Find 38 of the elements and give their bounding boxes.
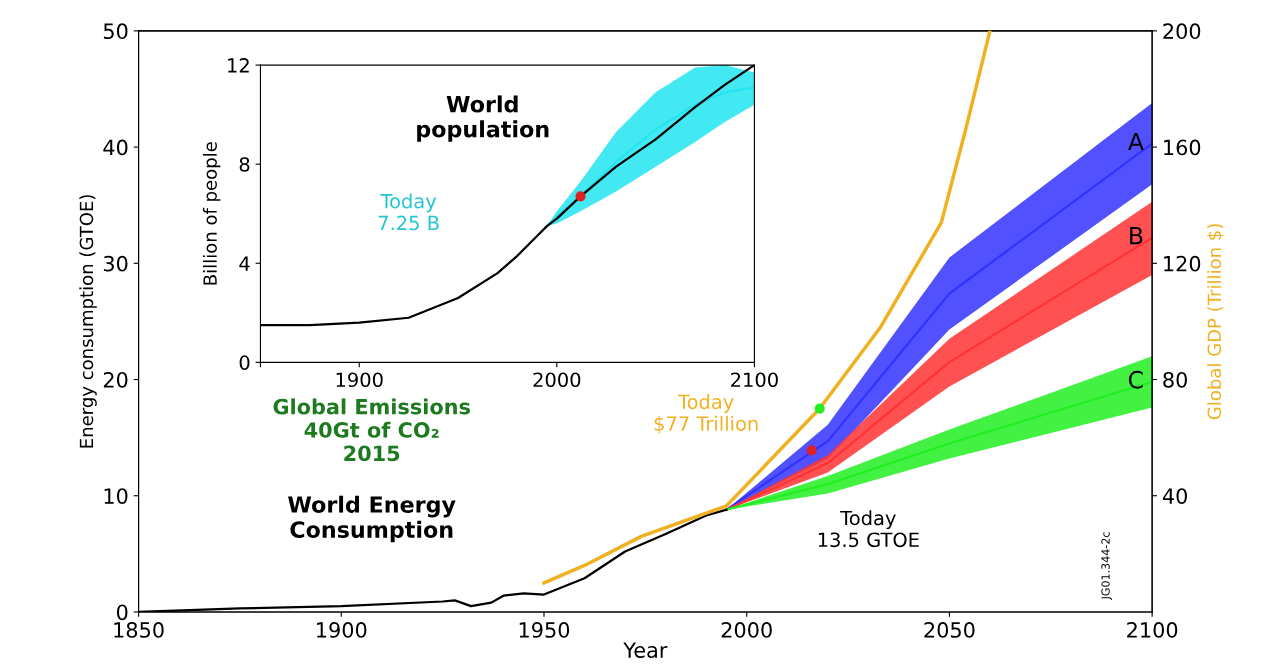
- y-tick-label: 30: [103, 255, 128, 272]
- annotation: Today $77 Trillion: [654, 394, 758, 434]
- x-tick-label: 2100: [1127, 622, 1178, 638]
- y-tick-label: 0: [116, 604, 128, 621]
- y2-axis-title: Global GDP (Trillion $): [1207, 224, 1224, 420]
- x-tick-label: 1950: [519, 622, 570, 638]
- x-tick-label: 1850: [114, 622, 164, 638]
- x-tick-label: 2000: [533, 372, 581, 388]
- y2-tick-label: 80: [1163, 371, 1187, 388]
- y-tick-label: 12: [228, 58, 249, 73]
- series-label: A: [1128, 132, 1144, 151]
- x-tick-label: 1900: [336, 372, 383, 388]
- y-axis-title: Energy consumption (GTOE): [79, 195, 97, 448]
- y2-tick-label: 200: [1163, 23, 1201, 40]
- annotation: JG01.344-2c: [1101, 532, 1112, 601]
- y-tick-label: 50: [103, 23, 128, 40]
- annotation: Today 13.5 GTOE: [818, 510, 919, 548]
- y2-tick-label: 40: [1162, 488, 1187, 504]
- y-axis-title: Billion of people: [202, 142, 221, 285]
- x-axis-title: Year: [623, 642, 668, 658]
- annotation: World Energy Consumption: [288, 495, 456, 543]
- y-tick-label: 8: [239, 157, 250, 172]
- x-tick-label: 2050: [924, 622, 975, 638]
- y2-tick-label: 160: [1164, 139, 1201, 156]
- series-label: C: [1128, 370, 1143, 389]
- annotation: Today 7.25 B: [378, 193, 439, 231]
- x-tick-label: 2100: [731, 372, 778, 388]
- y-tick-label: 40: [103, 139, 128, 156]
- y2-tick-label: 120: [1164, 255, 1201, 272]
- x-tick-label: 2000: [721, 622, 772, 638]
- y-tick-label: 20: [103, 371, 128, 388]
- series-label: B: [1130, 227, 1143, 245]
- annotation: Global Emissions 40Gt of CO₂ 2015: [273, 398, 470, 462]
- y-tick-label: 10: [104, 488, 128, 504]
- y-tick-label: 4: [239, 256, 250, 271]
- y-tick-label: 0: [239, 355, 250, 370]
- text: World population: [417, 95, 549, 142]
- x-tick-label: 1900: [317, 622, 367, 638]
